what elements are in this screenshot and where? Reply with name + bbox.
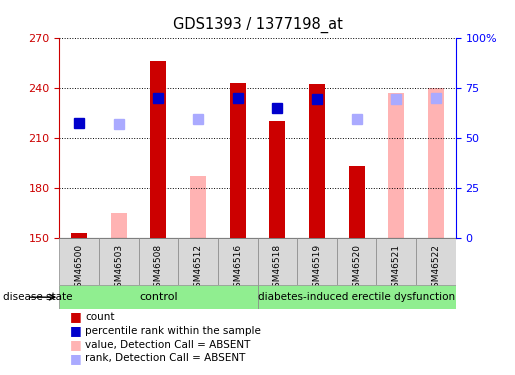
Bar xyxy=(190,176,206,238)
Text: GDS1393 / 1377198_at: GDS1393 / 1377198_at xyxy=(173,17,342,33)
Text: GSM46518: GSM46518 xyxy=(273,244,282,293)
Text: GSM46503: GSM46503 xyxy=(114,244,123,293)
Text: ■: ■ xyxy=(70,338,81,351)
Text: GSM46512: GSM46512 xyxy=(194,244,202,293)
Text: GSM46520: GSM46520 xyxy=(352,244,361,293)
Bar xyxy=(376,238,416,285)
Text: ■: ■ xyxy=(70,352,81,365)
Bar xyxy=(428,88,444,238)
Bar xyxy=(388,93,404,238)
Bar xyxy=(337,238,376,285)
Text: GSM46522: GSM46522 xyxy=(432,244,440,292)
Bar xyxy=(258,238,297,285)
Bar xyxy=(258,285,456,309)
Text: GSM46516: GSM46516 xyxy=(233,244,242,293)
Bar xyxy=(59,285,258,309)
Bar xyxy=(59,238,99,285)
Bar xyxy=(111,213,127,238)
Bar xyxy=(269,121,285,238)
Text: GSM46519: GSM46519 xyxy=(313,244,321,293)
Text: GSM46521: GSM46521 xyxy=(392,244,401,293)
Bar xyxy=(178,238,218,285)
Bar xyxy=(99,238,139,285)
Text: count: count xyxy=(85,312,114,322)
Bar xyxy=(309,84,325,238)
Text: GSM46508: GSM46508 xyxy=(154,244,163,293)
Bar xyxy=(230,82,246,238)
Bar xyxy=(150,61,166,238)
Bar xyxy=(416,238,456,285)
Text: rank, Detection Call = ABSENT: rank, Detection Call = ABSENT xyxy=(85,354,245,363)
Text: ■: ■ xyxy=(70,324,81,337)
Bar xyxy=(71,233,87,238)
Text: ■: ■ xyxy=(70,310,81,323)
Text: control: control xyxy=(139,292,178,302)
Bar xyxy=(139,238,178,285)
Text: disease state: disease state xyxy=(3,292,72,302)
Bar xyxy=(218,238,258,285)
Text: diabetes-induced erectile dysfunction: diabetes-induced erectile dysfunction xyxy=(258,292,455,302)
Bar xyxy=(297,238,337,285)
Text: percentile rank within the sample: percentile rank within the sample xyxy=(85,326,261,336)
Text: GSM46500: GSM46500 xyxy=(75,244,83,293)
Bar xyxy=(349,166,365,238)
Text: value, Detection Call = ABSENT: value, Detection Call = ABSENT xyxy=(85,340,250,350)
